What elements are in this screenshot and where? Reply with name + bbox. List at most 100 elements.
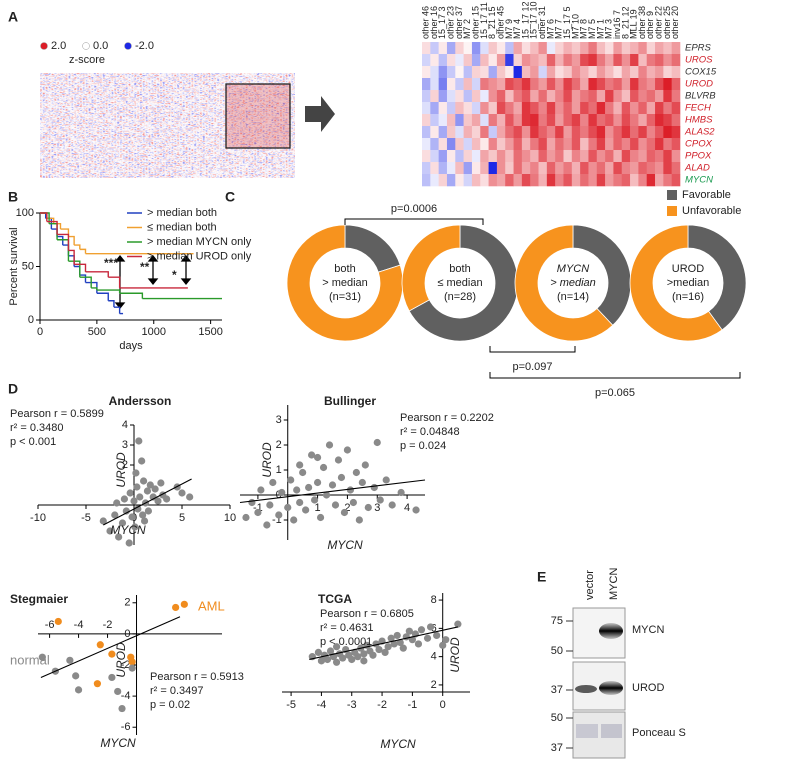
heatmap-cell [422, 150, 431, 163]
x-tick-label: 1000 [142, 326, 166, 338]
heatmap-cell [638, 114, 648, 127]
heatmap-cell [521, 66, 531, 79]
heatmap-cell [621, 126, 631, 139]
heatmap-cell [455, 150, 464, 163]
heatmap-cell [430, 162, 439, 175]
column-label: M7 8 [579, 19, 589, 39]
survival-step [68, 235, 75, 246]
scatter-point [387, 634, 395, 642]
donut-slice [408, 224, 519, 342]
heatmap-cell [580, 66, 589, 79]
heatmap-cell [496, 162, 506, 175]
heatmap-cell [596, 66, 606, 79]
heatmap-cell [530, 78, 539, 91]
heatmap-cell [430, 138, 439, 151]
heatmap-cell [588, 66, 598, 79]
column-label: M7 3 [604, 19, 614, 39]
heatmap-cell [496, 78, 506, 91]
heatmap-cell [571, 126, 581, 139]
heatmap-cell [563, 114, 573, 127]
heatmap-cell [563, 102, 573, 115]
heatmap-cell [671, 162, 681, 175]
x-tick-label: -6 [45, 619, 55, 631]
scatter-point [269, 478, 277, 487]
heatmap-cell [546, 102, 556, 115]
column-label: M7 7 [554, 19, 564, 39]
scatter-point [370, 483, 378, 492]
heatmap-cell [646, 102, 656, 115]
y-tick-label: 50 [22, 260, 34, 272]
heatmap-cell [455, 42, 464, 55]
survival-step [74, 263, 87, 272]
scatter-point [316, 513, 325, 522]
heatmap-cell [655, 174, 664, 187]
scatter-point [393, 631, 401, 640]
column-label: other 25 [662, 6, 672, 39]
scatter-point [337, 473, 346, 482]
scatter-point [408, 636, 416, 644]
p-bracket [489, 346, 576, 353]
scatter-point [346, 486, 355, 494]
heatmap-cell [563, 174, 573, 187]
scatter-point [433, 631, 441, 640]
heatmap-cell [471, 102, 481, 115]
heatmap-cell [438, 66, 448, 79]
scatter-point [136, 493, 144, 501]
scatter-point [326, 647, 335, 655]
donut-center-label: (n=14) [557, 291, 589, 303]
heatmap-cell [513, 54, 523, 67]
legend-label: 0.0 [93, 40, 108, 52]
scatter-point [414, 640, 423, 648]
legend-label: > median MYCN only [147, 236, 252, 248]
y-tick-label: 100 [16, 207, 34, 219]
row-label: MYCN [685, 175, 713, 186]
survival-step [91, 287, 98, 291]
scatter-point [290, 516, 298, 524]
heatmap-cell [663, 138, 672, 151]
heatmap-cell [605, 54, 614, 67]
scatter-point [339, 654, 347, 662]
scatter-point [305, 483, 313, 492]
heatmap-cell [630, 90, 639, 103]
heatmap-cell [505, 54, 514, 67]
heatmap-cell [430, 174, 439, 187]
heatmap-cell [521, 78, 531, 91]
scatter-point [426, 623, 435, 631]
scatter-point [130, 497, 138, 505]
scatter-point [332, 643, 341, 651]
heatmap-cell [505, 66, 514, 79]
scatter-point [132, 469, 140, 477]
x-tick-label: 5 [179, 512, 185, 524]
scatter-point [454, 620, 462, 628]
y-tick-label: 4 [122, 419, 128, 431]
heatmap-cell [596, 42, 606, 55]
heatmap-cell [571, 54, 581, 67]
heatmap-cell [638, 174, 648, 187]
scatter-point [134, 505, 142, 513]
scatter-point [358, 478, 366, 487]
y-tick-label: -6 [121, 721, 131, 733]
survival-step [62, 244, 70, 256]
heatmap-cell [555, 126, 564, 139]
x-tick-label: -4 [74, 619, 84, 631]
heatmap-cell [446, 66, 456, 79]
heatmap-cell [530, 66, 539, 79]
heatmap-cell [605, 126, 614, 139]
scatter-point [442, 636, 450, 644]
row-label: UROD [685, 79, 713, 90]
scatter-point [178, 489, 186, 497]
donut-center-label: both [334, 263, 355, 275]
heatmap-cell [588, 150, 598, 163]
y-axis-label: Percent survival [8, 227, 20, 305]
stat-label: r² = 0.3480 [10, 422, 64, 434]
survival-step [49, 223, 58, 240]
significance: ** [140, 260, 150, 274]
heatmap-cell [521, 162, 531, 175]
heatmap-cell [613, 126, 623, 139]
heatmap-cell [580, 126, 589, 139]
column-label: other 15 [470, 6, 480, 39]
heatmap-cell [538, 54, 548, 67]
heatmap-cell [655, 54, 664, 67]
stat-label: Pearson r = 0.6805 [320, 608, 414, 620]
heatmap-cell [646, 162, 656, 175]
